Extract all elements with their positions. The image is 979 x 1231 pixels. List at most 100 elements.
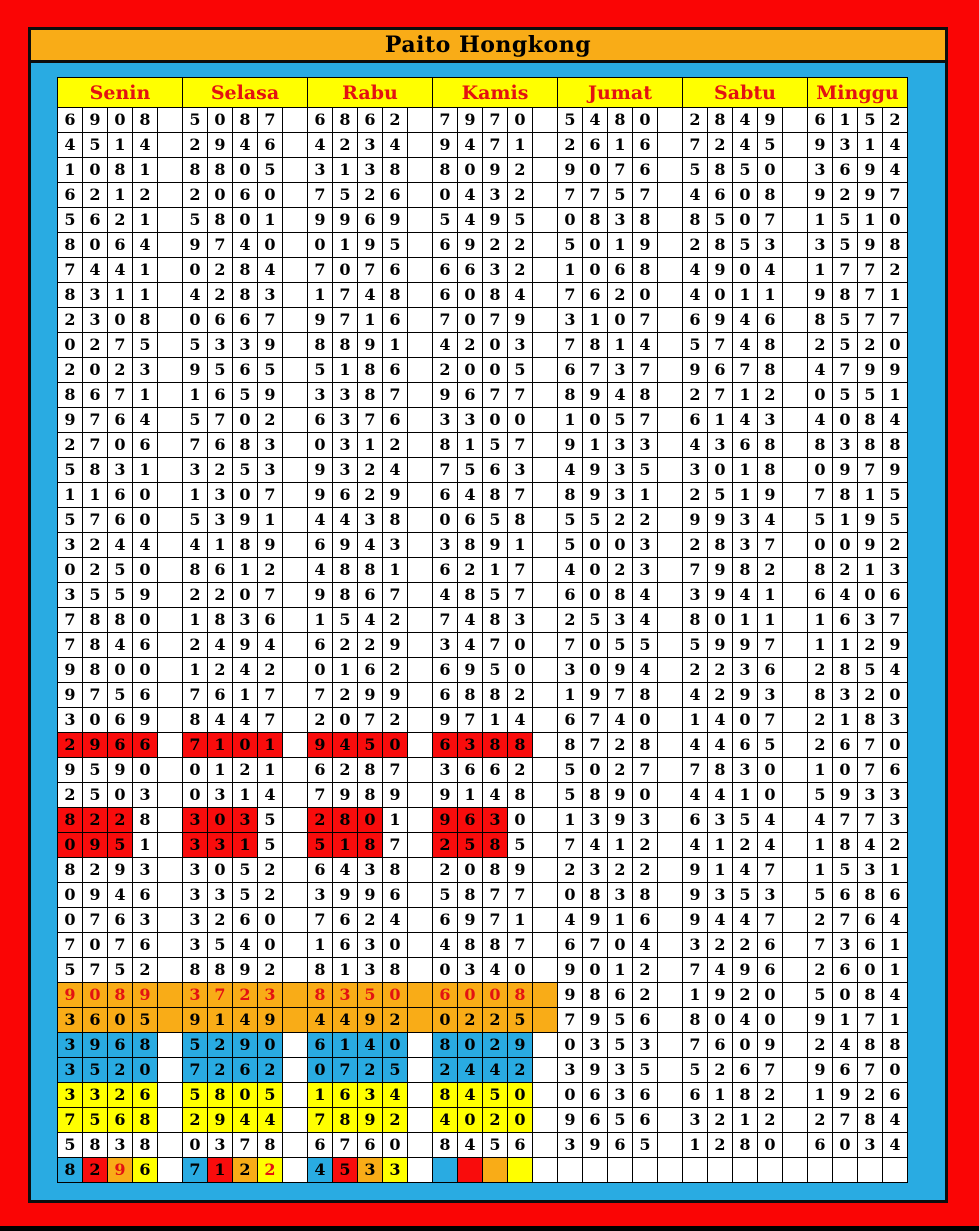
digit-cell: 2 bbox=[107, 357, 133, 383]
digit-cell: 7 bbox=[757, 1057, 783, 1083]
digit-cell: 8 bbox=[857, 1107, 883, 1133]
spacer-cell bbox=[532, 382, 558, 408]
digit-cell: 8 bbox=[457, 532, 483, 558]
digit-cell: 2 bbox=[207, 657, 233, 683]
digit-cell: 8 bbox=[57, 1157, 83, 1183]
digit-cell: 5 bbox=[432, 207, 458, 233]
digit-cell: 4 bbox=[707, 957, 733, 983]
digit-cell: 0 bbox=[582, 957, 608, 983]
digit-cell: 4 bbox=[457, 482, 483, 508]
digit-cell: 8 bbox=[357, 382, 383, 408]
digit-cell: 0 bbox=[382, 932, 408, 958]
digit-cell: 4 bbox=[107, 882, 133, 908]
digit-cell: 6 bbox=[107, 232, 133, 258]
digit-cell: 1 bbox=[682, 707, 708, 733]
digit-cell: 3 bbox=[257, 982, 283, 1008]
digit-cell: 0 bbox=[132, 507, 158, 533]
spacer-cell bbox=[782, 282, 808, 308]
digit-cell: 3 bbox=[207, 782, 233, 808]
spacer-cell bbox=[282, 407, 308, 433]
spacer-cell bbox=[407, 407, 433, 433]
digit-cell: 5 bbox=[882, 507, 908, 533]
digit-cell: 0 bbox=[807, 457, 833, 483]
spacer-cell bbox=[532, 507, 558, 533]
digit-cell: 3 bbox=[307, 882, 333, 908]
spacer-cell bbox=[657, 782, 683, 808]
digit-cell: 2 bbox=[707, 1107, 733, 1133]
spacer-cell bbox=[407, 1107, 433, 1133]
digit-cell: 3 bbox=[682, 1107, 708, 1133]
digit-cell: 7 bbox=[507, 882, 533, 908]
digit-cell bbox=[857, 1157, 883, 1183]
digit-cell: 8 bbox=[707, 157, 733, 183]
digit-cell: 9 bbox=[607, 807, 633, 833]
digit-cell: 7 bbox=[507, 382, 533, 408]
digit-cell: 2 bbox=[182, 1107, 208, 1133]
digit-cell: 7 bbox=[682, 757, 708, 783]
spacer-cell bbox=[407, 557, 433, 583]
spacer-cell bbox=[282, 782, 308, 808]
digit-cell: 9 bbox=[682, 882, 708, 908]
spacer-cell bbox=[532, 757, 558, 783]
digit-cell: 5 bbox=[332, 182, 358, 208]
digit-cell: 4 bbox=[357, 607, 383, 633]
digit-cell: 1 bbox=[207, 1157, 233, 1183]
spacer-cell bbox=[407, 582, 433, 608]
digit-cell: 5 bbox=[82, 757, 108, 783]
digit-cell: 4 bbox=[682, 282, 708, 308]
digit-cell: 9 bbox=[132, 982, 158, 1008]
digit-cell: 5 bbox=[107, 557, 133, 583]
digit-cell: 8 bbox=[632, 882, 658, 908]
digit-cell: 8 bbox=[757, 357, 783, 383]
digit-cell: 1 bbox=[807, 257, 833, 283]
digit-cell: 9 bbox=[582, 1007, 608, 1033]
digit-cell: 8 bbox=[732, 1082, 758, 1108]
digit-cell: 2 bbox=[257, 957, 283, 983]
digit-cell: 9 bbox=[682, 357, 708, 383]
spacer-cell bbox=[782, 982, 808, 1008]
digit-cell: 1 bbox=[507, 132, 533, 158]
spacer-cell bbox=[282, 1107, 308, 1133]
digit-cell: 4 bbox=[232, 232, 258, 258]
digit-cell: 8 bbox=[457, 932, 483, 958]
digit-cell: 7 bbox=[857, 282, 883, 308]
digit-cell: 8 bbox=[132, 307, 158, 333]
digit-cell: 8 bbox=[882, 432, 908, 458]
digit-cell: 6 bbox=[57, 107, 83, 133]
digit-cell: 9 bbox=[757, 1032, 783, 1058]
digit-cell: 2 bbox=[382, 607, 408, 633]
digit-cell: 3 bbox=[132, 857, 158, 883]
digit-cell: 9 bbox=[207, 132, 233, 158]
digit-cell: 1 bbox=[607, 907, 633, 933]
digit-cell: 3 bbox=[857, 782, 883, 808]
digit-cell: 5 bbox=[82, 782, 108, 808]
digit-cell: 8 bbox=[107, 157, 133, 183]
digit-cell: 0 bbox=[882, 1057, 908, 1083]
digit-cell: 5 bbox=[557, 507, 583, 533]
digit-cell: 2 bbox=[232, 757, 258, 783]
spacer-cell bbox=[157, 1107, 183, 1133]
digit-cell: 3 bbox=[607, 482, 633, 508]
spacer-cell bbox=[157, 1082, 183, 1108]
digit-cell: 0 bbox=[607, 307, 633, 333]
digit-cell: 7 bbox=[582, 182, 608, 208]
digit-cell: 9 bbox=[132, 582, 158, 608]
digit-cell: 5 bbox=[832, 382, 858, 408]
digit-cell: 7 bbox=[332, 1132, 358, 1158]
digit-cell: 2 bbox=[807, 332, 833, 358]
digit-cell: 0 bbox=[257, 182, 283, 208]
digit-cell: 7 bbox=[507, 932, 533, 958]
digit-cell: 6 bbox=[132, 732, 158, 758]
digit-cell: 1 bbox=[707, 857, 733, 883]
digit-cell: 0 bbox=[582, 257, 608, 283]
digit-cell: 9 bbox=[807, 282, 833, 308]
digit-cell: 3 bbox=[632, 432, 658, 458]
digit-cell: 1 bbox=[482, 557, 508, 583]
digit-cell: 7 bbox=[582, 707, 608, 733]
spacer-cell bbox=[782, 707, 808, 733]
